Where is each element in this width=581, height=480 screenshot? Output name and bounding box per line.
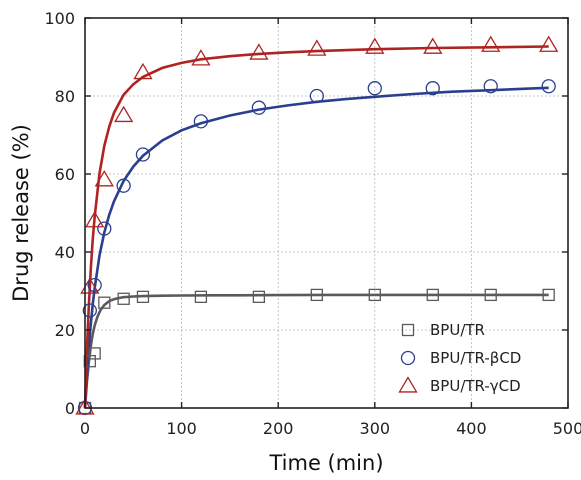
y-axis-title: Drug release (%) xyxy=(9,124,33,302)
legend-label-2: BPU/TR-βCD xyxy=(430,349,521,367)
data-point-series-1 xyxy=(252,290,266,304)
legend-label-1: BPU/TR xyxy=(430,321,485,339)
x-tick-label: 100 xyxy=(166,419,197,438)
x-tick-label: 400 xyxy=(456,419,487,438)
axis-ticks: 0 100 200 300 400 500 0 20 40 60 80 100 xyxy=(44,9,581,438)
fit-curves xyxy=(83,45,549,409)
data-point-series-3 xyxy=(481,35,501,52)
x-tick-label: 300 xyxy=(360,419,391,438)
legend-marker-3 xyxy=(398,376,418,393)
data-point-series-2 xyxy=(87,277,102,293)
data-point-series-1 xyxy=(310,288,323,302)
data-point-series-2 xyxy=(541,79,556,94)
y-tick-label: 100 xyxy=(44,9,75,28)
fit-curve-series-1 xyxy=(83,293,549,409)
data-point-series-2 xyxy=(135,147,151,162)
data-point-series-3 xyxy=(114,105,134,123)
data-point-series-3 xyxy=(365,37,385,54)
legend-marker-1 xyxy=(401,323,415,337)
x-axis-title: Time (min) xyxy=(268,451,383,475)
data-markers xyxy=(75,35,559,416)
x-tick-label: 200 xyxy=(263,419,294,438)
x-tick-label: 500 xyxy=(553,419,581,438)
data-point-series-1 xyxy=(136,290,150,304)
data-point-series-3 xyxy=(307,39,327,56)
data-point-series-2 xyxy=(251,100,267,115)
data-point-series-1 xyxy=(368,288,381,302)
data-point-series-1 xyxy=(117,292,130,305)
grid xyxy=(85,18,568,408)
data-point-series-3 xyxy=(94,170,114,187)
y-tick-label: 20 xyxy=(55,321,75,340)
y-tick-label: 0 xyxy=(65,399,75,418)
fit-curve-series-3 xyxy=(83,45,549,409)
data-point-series-3 xyxy=(85,211,105,228)
data-point-series-2 xyxy=(367,81,382,96)
data-point-series-3 xyxy=(539,35,559,52)
plot-frame xyxy=(84,17,569,409)
y-tick-label: 80 xyxy=(55,87,75,106)
y-tick-label: 40 xyxy=(55,243,75,262)
fit-curve-series-2 xyxy=(83,86,549,409)
legend-marker-2 xyxy=(400,350,416,366)
data-point-series-1 xyxy=(194,290,208,304)
data-point-series-3 xyxy=(249,43,269,60)
data-point-series-2 xyxy=(193,114,209,129)
data-point-series-3 xyxy=(423,37,443,54)
legend-label-3: BPU/TR-γCD xyxy=(430,377,521,395)
legend: BPU/TR BPU/TR-βCD BPU/TR-γCD xyxy=(398,321,521,395)
x-tick-label: 0 xyxy=(80,419,90,438)
data-point-series-1 xyxy=(484,288,497,302)
data-point-series-1 xyxy=(88,347,101,360)
data-point-series-2 xyxy=(116,178,131,193)
data-point-series-1 xyxy=(426,288,439,302)
data-point-series-2 xyxy=(82,303,97,318)
data-point-series-3 xyxy=(191,49,211,66)
data-point-series-2 xyxy=(309,88,324,104)
data-point-series-2 xyxy=(425,81,440,96)
data-point-series-2 xyxy=(483,79,498,94)
data-point-series-3 xyxy=(75,398,95,415)
data-point-series-1 xyxy=(542,288,555,302)
data-point-series-3 xyxy=(133,62,153,80)
data-point-series-2 xyxy=(97,221,112,236)
data-point-series-1 xyxy=(98,296,111,309)
y-tick-label: 60 xyxy=(55,165,75,184)
